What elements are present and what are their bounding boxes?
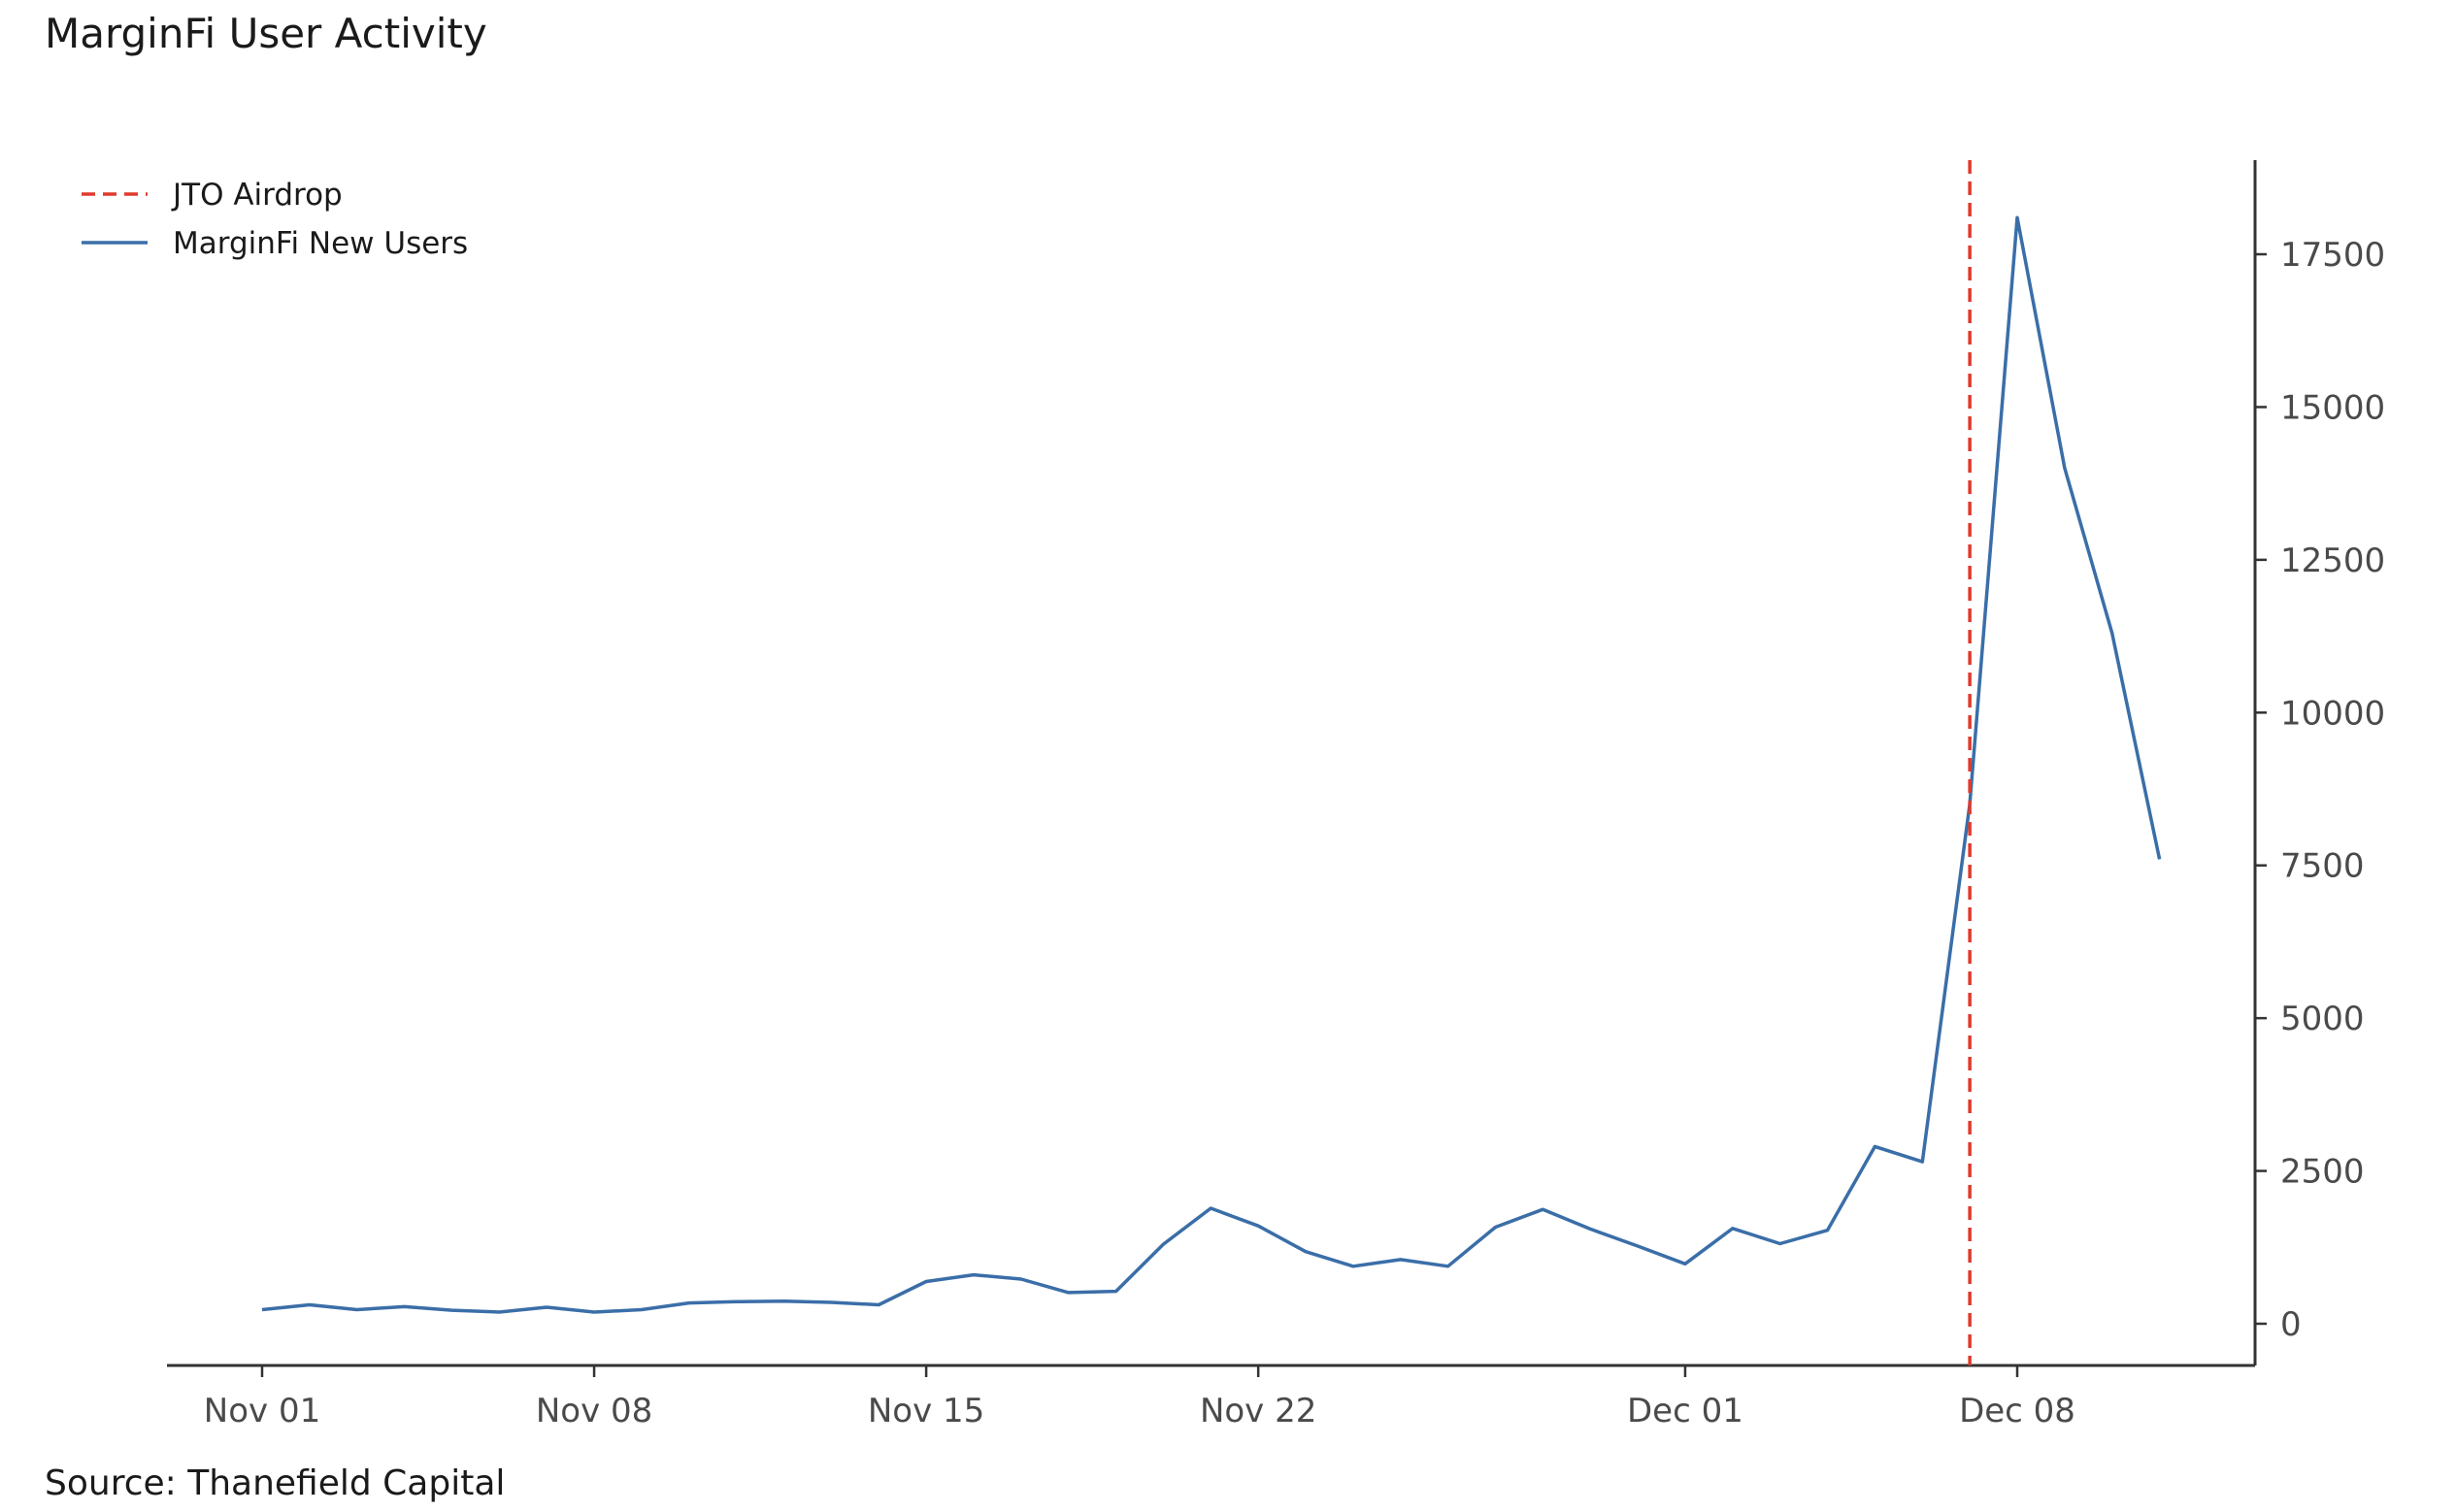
plot-area (260, 160, 2162, 1365)
x-tick-label: Nov 01 (204, 1392, 320, 1430)
data-point (1493, 1226, 1497, 1230)
y-tick-label: 10000 (2280, 694, 2385, 733)
data-point (1067, 1291, 1071, 1295)
data-point (687, 1301, 691, 1305)
data-point (924, 1280, 928, 1284)
data-point (449, 1308, 453, 1312)
data-point (403, 1304, 407, 1308)
x-tick-label: Dec 01 (1627, 1392, 1743, 1430)
data-point (1683, 1262, 1687, 1265)
x-tick-label: Nov 22 (1200, 1392, 1316, 1430)
y-tick-label: 12500 (2280, 542, 2385, 580)
legend-label: MarginFi New Users (173, 226, 468, 261)
data-point (2015, 215, 2019, 219)
data-point (1636, 1244, 1640, 1248)
data-point (1399, 1258, 1403, 1262)
x-tick-label: Nov 15 (868, 1392, 984, 1430)
data-point (1731, 1227, 1735, 1231)
data-point (260, 1308, 264, 1312)
data-point (1541, 1207, 1544, 1211)
y-tick-label: 5000 (2280, 1000, 2365, 1038)
data-point (1304, 1250, 1308, 1254)
data-point (782, 1299, 786, 1303)
data-point (972, 1273, 976, 1277)
data-point (735, 1299, 739, 1303)
chart-title: MarginFi User Activity (45, 10, 487, 57)
data-point (1778, 1242, 1782, 1246)
legend-label: JTO Airdrop (171, 178, 343, 213)
y-tick-label: 15000 (2280, 388, 2385, 427)
data-point (640, 1308, 644, 1312)
y-tick-label: 0 (2280, 1305, 2302, 1344)
axes: Nov 01 Nov 08 Nov 15 Nov 22 Dec 01 Dec 08 0 250… (167, 160, 2385, 1430)
data-point (877, 1302, 880, 1306)
data-point (1114, 1290, 1118, 1294)
data-point (545, 1305, 548, 1309)
y-tick-label: 2500 (2280, 1153, 2365, 1192)
y-tick-label: 17500 (2280, 236, 2385, 275)
data-point (1256, 1224, 1260, 1228)
data-point (1161, 1242, 1165, 1246)
y-tick-label: 7500 (2280, 847, 2365, 886)
source-note: Source: Thanefield Capital (45, 1463, 506, 1503)
data-point (1351, 1265, 1355, 1268)
data-point (592, 1310, 596, 1314)
x-tick-label: Dec 08 (1959, 1392, 2075, 1430)
x-tick-label: Nov 08 (536, 1392, 652, 1430)
data-point (829, 1300, 833, 1304)
series-line-new-users (261, 215, 2162, 1314)
legend: JTO Airdrop MarginFi New Users (82, 178, 468, 261)
data-point (1920, 1160, 1924, 1164)
data-point (1826, 1229, 1830, 1233)
data-point (2158, 857, 2162, 861)
data-point (1019, 1277, 1023, 1281)
data-point (355, 1308, 359, 1312)
data-point (1446, 1265, 1450, 1268)
data-point (1873, 1144, 1876, 1148)
data-point (2063, 466, 2067, 470)
data-point (2110, 631, 2114, 635)
data-point (497, 1310, 501, 1314)
data-point (1588, 1227, 1592, 1231)
data-point (1209, 1206, 1212, 1210)
data-point (308, 1302, 312, 1306)
